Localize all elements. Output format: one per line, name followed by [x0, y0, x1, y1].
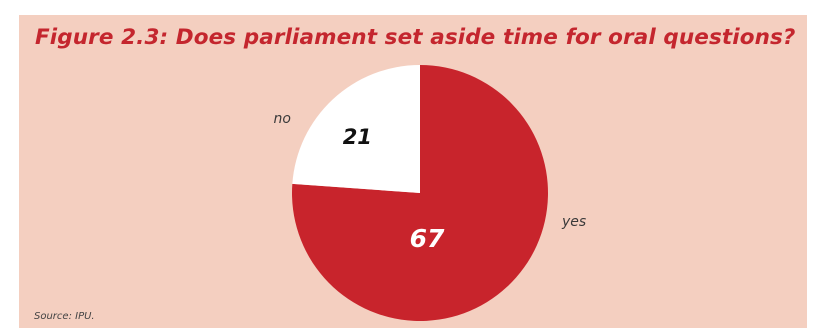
pie-slice-no	[292, 65, 420, 193]
pie-chart: 67 yes 21 no	[274, 65, 587, 321]
pie-value-label-yes: 67	[410, 224, 445, 253]
figure-title: Figure 2.3: Does parliament set aside ti…	[35, 25, 796, 50]
figure-panel: Figure 2.3: Does parliament set aside ti…	[19, 15, 807, 328]
pie-value-label-no: 21	[343, 125, 372, 149]
pie-slices	[292, 65, 549, 321]
pie-labels: 67 yes 21 no	[274, 111, 587, 253]
pie-slice-yes	[292, 65, 549, 321]
pie-category-label-yes: yes	[561, 214, 586, 230]
source-note: Source: IPU.	[34, 311, 95, 322]
pie-category-label-no: no	[274, 111, 291, 127]
